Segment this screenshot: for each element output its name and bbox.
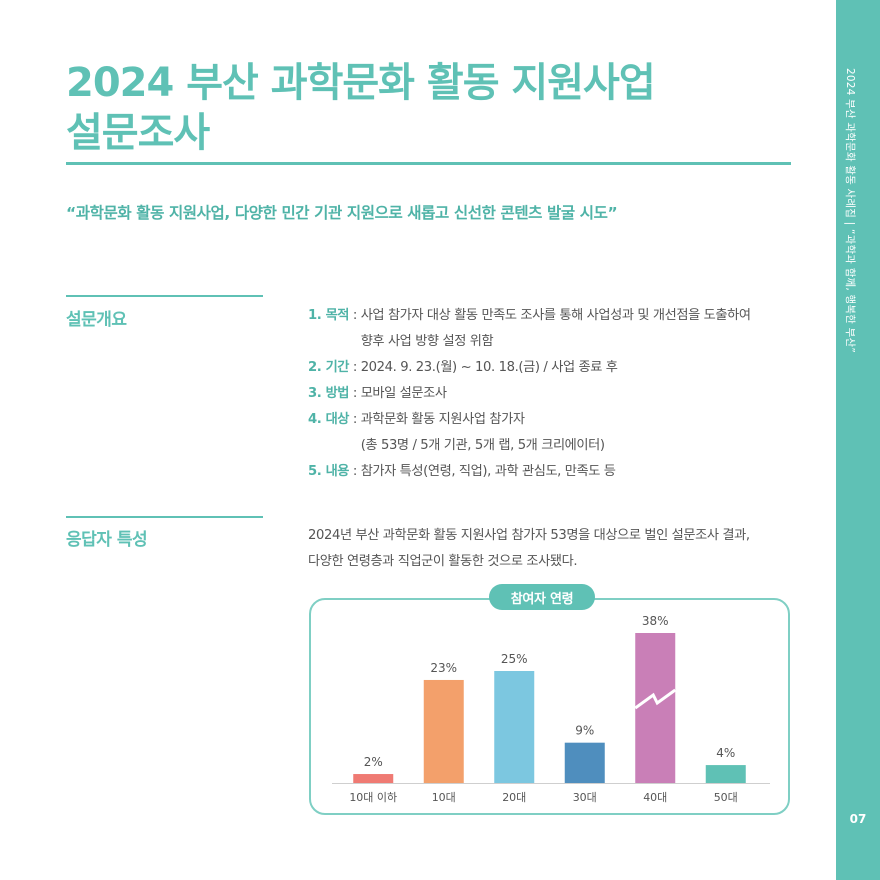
overview-item-key: 4. 대상	[308, 412, 350, 427]
page-number: 07	[849, 812, 867, 826]
axis-break-mark	[634, 688, 677, 710]
overview-item-line: 참가자 특성(연령, 직업), 과학 관심도, 만족도 등	[360, 464, 616, 479]
overview-item: 2. 기간 : 2024. 9. 23.(월) ~ 10. 18.(금) / 사…	[308, 355, 808, 381]
page-title-line2: 설문조사	[66, 110, 210, 156]
bar	[423, 679, 464, 783]
overview-divider	[66, 295, 263, 297]
respondents-line2: 다양한 연령층과 직업군이 활동한 것으로 조사됐다.	[308, 554, 578, 569]
overview-item-value: 모바일 설문조사	[361, 381, 808, 407]
overview-item-line: 사업 참가자 대상 활동 만족도 조사를 통해 사업성과 및 개선점을 도출하여	[360, 308, 751, 323]
side-band	[836, 0, 880, 880]
overview-item-value: 참가자 특성(연령, 직업), 과학 관심도, 만족도 등	[361, 459, 808, 485]
x-tick-label: 10대	[432, 791, 456, 804]
x-tick-label: 40대	[643, 791, 667, 804]
overview-item-line: 향후 사업 방향 설정 위함	[360, 334, 494, 349]
overview-item-colon: :	[349, 412, 361, 427]
overview-item-value: 과학문화 활동 지원사업 참가자 (총 53명 / 5개 기관, 5개 랩, 5개…	[361, 407, 808, 459]
bar	[635, 633, 676, 783]
overview-item-value: 2024. 9. 23.(월) ~ 10. 18.(금) / 사업 종료 후	[361, 355, 808, 381]
page-title-line1: 2024 부산 과학문화 활동 지원사업	[66, 60, 656, 106]
overview-item-line: 과학문화 활동 지원사업 참가자	[360, 412, 525, 427]
overview-item: 4. 대상 : 과학문화 활동 지원사업 참가자 (총 53명 / 5개 기관, …	[308, 407, 808, 459]
overview-item-key: 1. 목적	[308, 308, 350, 323]
respondents-heading: 응답자 특성	[66, 530, 148, 550]
bar-value-label: 25%	[501, 652, 528, 666]
overview-item: 1. 목적 : 사업 참가자 대상 활동 만족도 조사를 통해 사업성과 및 개…	[308, 303, 808, 355]
chart-title: 참여자 연령	[489, 584, 595, 610]
overview-item-colon: :	[349, 308, 361, 323]
bar-value-label: 4%	[716, 746, 735, 760]
overview-item-colon: :	[349, 386, 361, 401]
bar	[564, 742, 605, 783]
x-tick-label: 10대 이하	[349, 790, 397, 804]
respondents-divider	[66, 516, 263, 518]
page-title: 2024 부산 과학문화 활동 지원사업 설문조사	[66, 58, 656, 158]
bar-value-label: 2%	[364, 755, 383, 769]
bar-value-label: 9%	[575, 724, 594, 738]
overview-item-value: 사업 참가자 대상 활동 만족도 조사를 통해 사업성과 및 개선점을 도출하여…	[361, 303, 808, 355]
respondents-description: 2024년 부산 과학문화 활동 지원사업 참가자 53명을 대상으로 벌인 설…	[308, 523, 808, 575]
overview-item-colon: :	[349, 360, 361, 375]
overview-list: 1. 목적 : 사업 참가자 대상 활동 만족도 조사를 통해 사업성과 및 개…	[308, 303, 808, 485]
overview-item-colon: :	[349, 464, 361, 479]
overview-heading: 설문개요	[66, 310, 127, 330]
bar-value-label: 23%	[430, 661, 457, 675]
overview-item: 3. 방법 : 모바일 설문조사	[308, 381, 808, 407]
x-tick-label: 20대	[502, 791, 526, 804]
x-tick-label: 50대	[714, 791, 738, 804]
x-tick-label: 30대	[573, 791, 597, 804]
overview-item-line: 모바일 설문조사	[360, 386, 447, 401]
bar	[353, 774, 394, 783]
overview-item-line: (총 53명 / 5개 기관, 5개 랩, 5개 크리에이터)	[360, 438, 605, 453]
bar	[494, 671, 535, 783]
respondents-line1: 2024년 부산 과학문화 활동 지원사업 참가자 53명을 대상으로 벌인 설…	[308, 528, 750, 543]
overview-item-key: 5. 내용	[308, 464, 350, 479]
overview-item-line: 2024. 9. 23.(월) ~ 10. 18.(금) / 사업 종료 후	[360, 360, 618, 375]
bar-value-label: 38%	[642, 614, 669, 628]
overview-item: 5. 내용 : 참가자 특성(연령, 직업), 과학 관심도, 만족도 등	[308, 459, 808, 485]
lead-quote: “과학문화 활동 지원사업, 다양한 민간 기관 지원으로 새롭고 신선한 콘텐…	[66, 204, 618, 222]
title-divider	[66, 162, 791, 165]
overview-item-key: 2. 기간	[308, 360, 350, 375]
overview-item-key: 3. 방법	[308, 386, 350, 401]
bar	[705, 765, 746, 783]
